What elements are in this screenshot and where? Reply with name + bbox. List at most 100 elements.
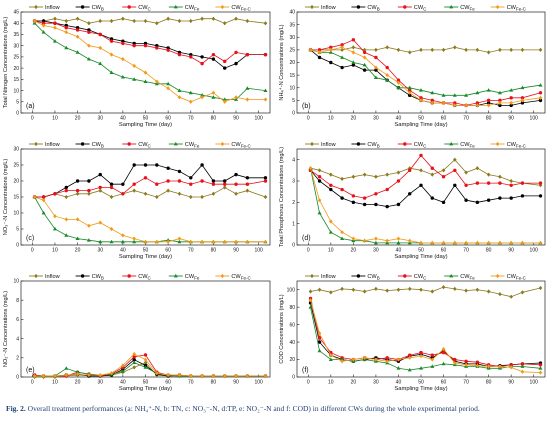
data-point [498,98,502,103]
chart-panel-6: 0 10 20 30 40 50 60 70 80 90 100 0 20 40 60 80 100 Sampli… [279,273,546,392]
legend-item: CWB [351,5,380,12]
data-point [509,365,513,370]
data-point [155,46,159,50]
legend-marker [34,4,38,10]
data-point [143,191,148,196]
series-cwb [32,163,268,199]
chart-panel-3: 0 10 20 30 40 50 60 70 80 90 100 0 5 10 15 20 25 30 Sampli… [3,141,271,260]
data-point [475,101,480,105]
data-point [430,47,435,52]
data-point [520,98,525,103]
data-point [308,305,313,309]
legend-marker [127,274,131,278]
data-point [362,238,367,243]
data-point [408,93,412,98]
data-point [408,168,412,173]
data-point [486,172,491,177]
y-tick-label: 1 [292,221,295,227]
data-point [340,230,344,235]
x-tick-label: 40 [396,116,402,122]
data-point [475,103,480,108]
data-point [498,364,502,369]
legend-label: Inflow [321,274,337,280]
legend-item: CWB [75,274,104,281]
series-line [310,154,541,199]
data-point [351,60,356,64]
data-point [453,360,457,366]
y-tick-label: 15 [289,73,295,79]
data-point [317,336,322,340]
x-tick-label: 90 [508,116,514,122]
x-tick-label: 60 [165,248,171,254]
data-point [498,240,502,245]
data-point [385,187,389,192]
data-point [87,188,91,193]
legend-marker [495,141,500,147]
legend-label: Inflow [321,5,337,11]
series-line [310,170,541,208]
data-point [509,88,514,92]
panel-label: (c) [26,235,34,242]
data-point [155,239,159,244]
data-point [317,287,322,292]
y-tick-label: 35 [13,32,19,38]
x-tick-label: 100 [530,380,539,386]
data-point [86,57,91,61]
legend-label: CWC [414,5,427,12]
data-point [223,182,227,186]
x-tick-label: 60 [441,248,447,254]
data-point [64,372,69,378]
data-point [419,350,423,355]
panel-label: (b) [302,103,311,110]
data-point [374,47,378,52]
data-point [177,191,182,196]
data-point [41,198,46,203]
data-point [396,240,401,245]
data-point [189,182,193,186]
data-point [245,97,250,102]
data-point [121,57,125,62]
x-tick-label: 80 [211,116,217,122]
data-point [166,166,170,170]
series-line [310,302,541,367]
data-point [408,353,412,357]
x-tick-label: 30 [97,380,103,386]
data-point [430,100,435,105]
x-tick-label: 30 [97,248,103,254]
data-point [475,166,480,171]
data-point [200,179,204,183]
x-tick-label: 10 [52,116,58,122]
chart-panel-5: 0 10 20 30 40 50 60 70 80 90 100 0 2 4 6 8 10 Sampling Ti… [3,273,271,392]
data-point [419,168,423,173]
data-point [509,183,513,187]
series-cwc [32,176,268,199]
y-axis-label: NO₃⁻-N Concentrations (mg/L) [3,159,9,236]
series-line [310,49,541,106]
data-point [538,181,543,185]
plot-frame [20,11,271,114]
data-point [121,182,125,186]
data-point [155,21,159,26]
data-point [396,179,401,183]
data-point [340,359,344,364]
data-point [385,288,389,293]
data-point [486,50,491,55]
legend-item: Inflow [305,141,337,148]
data-point [396,85,401,90]
data-point [374,286,378,291]
data-point [263,179,268,183]
data-point [132,163,136,167]
data-point [188,90,193,95]
x-axis-label: Sampling Time (day) [394,254,447,260]
data-point [41,30,46,34]
series-line [310,46,541,106]
legend-item: CWFe [168,4,200,12]
data-point [177,18,182,24]
x-tick-label: 90 [508,248,514,254]
x-tick-label: 80 [486,248,492,254]
data-point [53,192,57,196]
data-point [166,16,170,21]
x-tick-label: 80 [211,248,217,254]
data-point [75,188,80,193]
y-tick-label: 15 [13,195,19,201]
